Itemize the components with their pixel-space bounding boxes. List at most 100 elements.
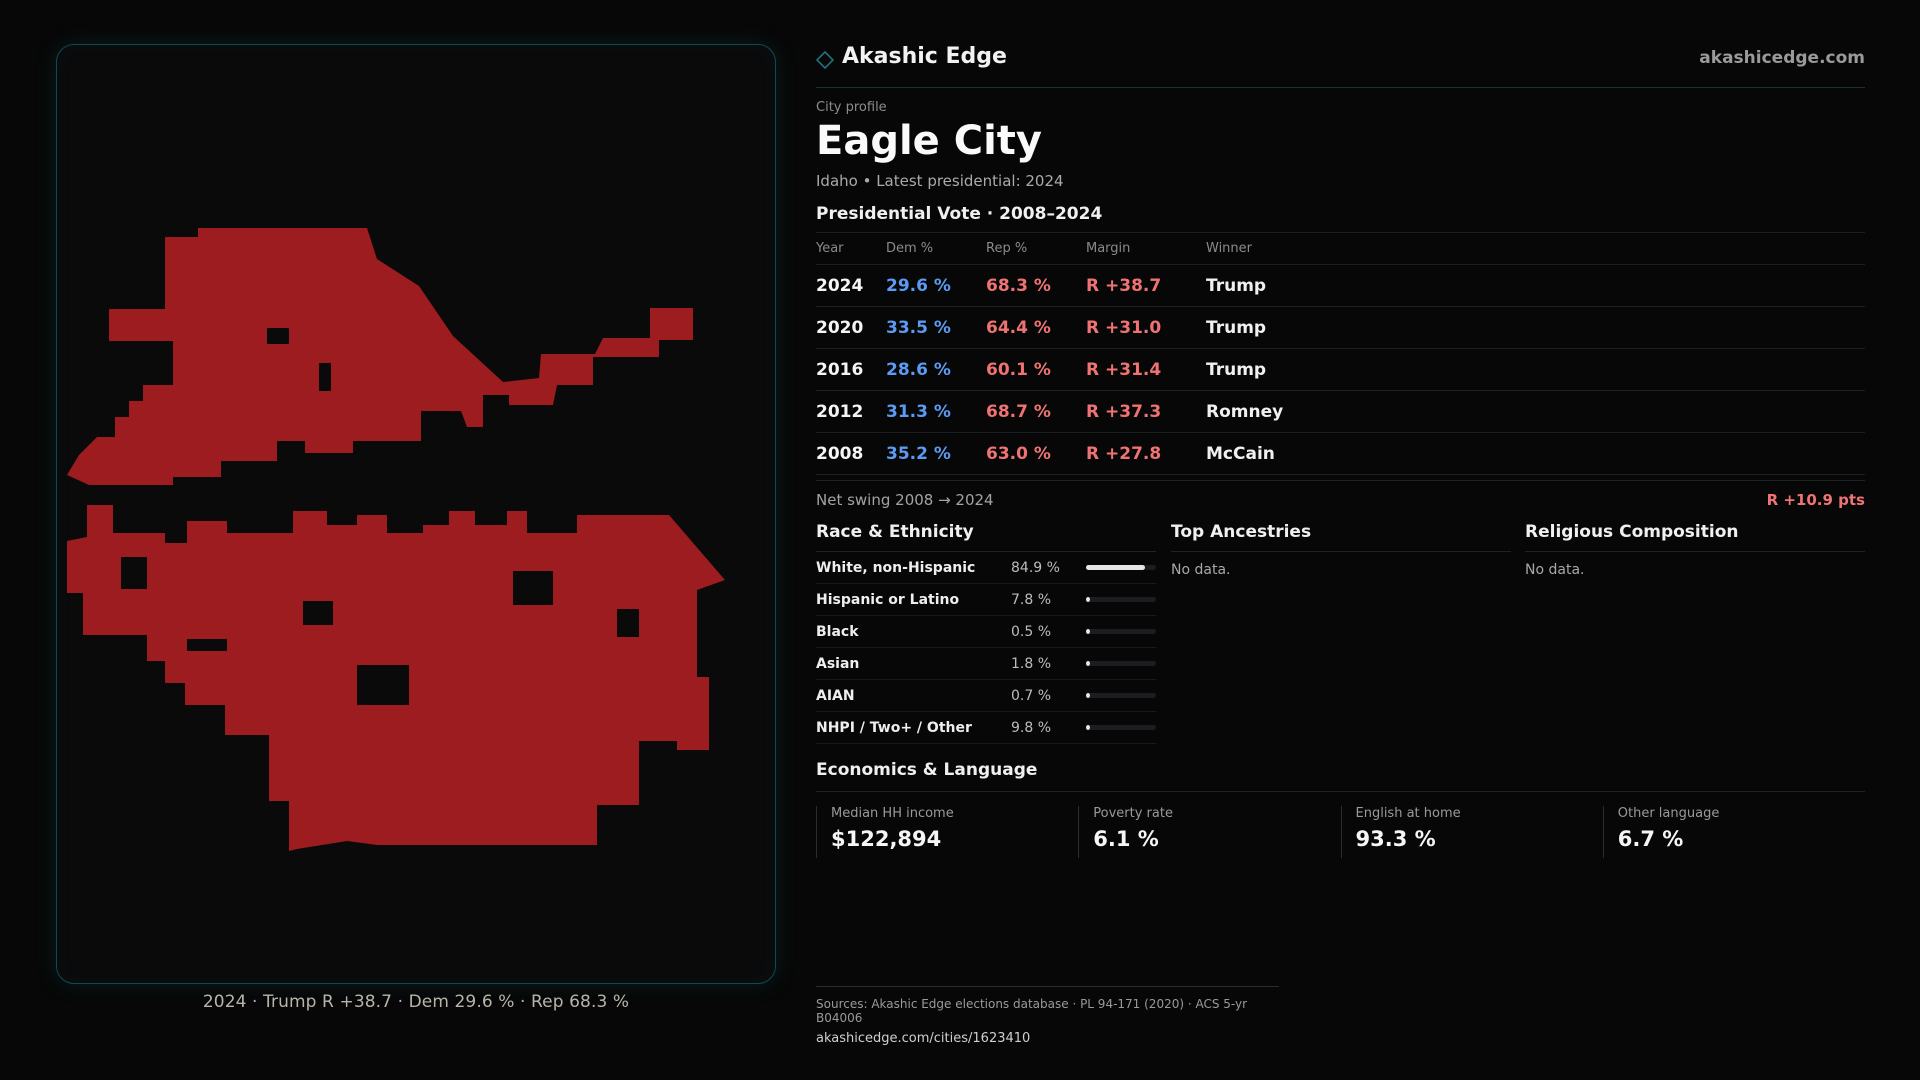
- source-url-link[interactable]: akashicedge.com/cities/1623410: [816, 1031, 1031, 1046]
- race-ethnicity-section: Race & Ethnicity White, non-Hispanic 84.…: [816, 520, 1156, 744]
- city-map-panel: [56, 44, 776, 984]
- race-bar-fill: [1086, 565, 1145, 570]
- diamond-logo-icon: [816, 50, 834, 69]
- sources-text: Sources: Akashic Edge elections database…: [816, 997, 1248, 1025]
- city-boundary-map: [67, 228, 725, 851]
- religious-composition-title: Religious Composition: [1525, 520, 1865, 552]
- dem-cell: 28.6 %: [886, 359, 951, 380]
- winner-cell: Trump: [1206, 317, 1267, 338]
- race-label: AIAN: [816, 687, 855, 704]
- religion-empty: No data.: [1525, 562, 1585, 578]
- dem-cell: 35.2 %: [886, 443, 951, 464]
- race-bar-fill: [1086, 693, 1090, 698]
- stat-label: Poverty rate: [1093, 806, 1173, 821]
- col-margin: Margin: [1086, 241, 1131, 256]
- table-row: 2024 29.6 % 68.3 % R +38.7 Trump: [816, 265, 1865, 307]
- margin-cell: R +31.4: [1086, 359, 1162, 380]
- stat-card: Median HH income $122,894: [816, 806, 1078, 858]
- list-item: Hispanic or Latino 7.8 %: [816, 584, 1156, 616]
- table-header: Year Dem % Rep % Margin Winner: [816, 233, 1865, 265]
- race-bar-fill: [1086, 629, 1090, 634]
- race-bar-fill: [1086, 661, 1090, 666]
- religious-composition-section: Religious Composition No data.: [1525, 520, 1865, 578]
- race-label: Black: [816, 623, 859, 640]
- stat-label: English at home: [1355, 806, 1461, 821]
- stat-label: Median HH income: [831, 806, 954, 821]
- ancestries-empty: No data.: [1171, 562, 1231, 578]
- year-cell: 2024: [816, 275, 864, 296]
- stat-value: 6.1 %: [1093, 827, 1159, 851]
- year-cell: 2008: [816, 443, 864, 464]
- race-value: 7.8 %: [1011, 591, 1052, 608]
- net-swing-label: Net swing 2008 → 2024: [816, 490, 994, 509]
- col-rep: Rep %: [986, 241, 1028, 256]
- rep-cell: 63.0 %: [986, 443, 1051, 464]
- race-value: 1.8 %: [1011, 655, 1052, 672]
- race-ethnicity-title: Race & Ethnicity: [816, 520, 1156, 552]
- sources-footer: Sources: Akashic Edge elections database…: [816, 986, 1279, 1046]
- race-label: NHPI / Two+ / Other: [816, 719, 972, 736]
- race-bar: [1086, 565, 1156, 570]
- presidential-vote-title: Presidential Vote · 2008–2024: [816, 204, 1103, 224]
- col-year: Year: [816, 241, 844, 256]
- list-item: Black 0.5 %: [816, 616, 1156, 648]
- net-swing: Net swing 2008 → 2024 R +10.9 pts: [816, 480, 1865, 518]
- rep-cell: 60.1 %: [986, 359, 1051, 380]
- list-item: White, non-Hispanic 84.9 %: [816, 552, 1156, 584]
- col-dem: Dem %: [886, 241, 934, 256]
- winner-cell: Trump: [1206, 359, 1267, 380]
- city-boundary-shape: [67, 228, 725, 851]
- top-ancestries-title: Top Ancestries: [1171, 520, 1511, 552]
- race-value: 0.7 %: [1011, 687, 1052, 704]
- race-value: 0.5 %: [1011, 623, 1052, 640]
- race-bar-fill: [1086, 725, 1090, 730]
- stat-value: $122,894: [831, 827, 942, 851]
- race-bar-fill: [1086, 597, 1090, 602]
- race-label: Asian: [816, 655, 860, 672]
- margin-cell: R +31.0: [1086, 317, 1162, 338]
- race-label: White, non-Hispanic: [816, 559, 976, 576]
- table-row: 2016 28.6 % 60.1 % R +31.4 Trump: [816, 349, 1865, 391]
- dem-cell: 33.5 %: [886, 317, 951, 338]
- stat-value: 93.3 %: [1355, 827, 1436, 851]
- stat-label: Other language: [1617, 806, 1720, 821]
- winner-cell: Trump: [1206, 275, 1267, 296]
- dem-cell: 29.6 %: [886, 275, 951, 296]
- margin-cell: R +37.3: [1086, 401, 1162, 422]
- presidential-vote-table: Year Dem % Rep % Margin Winner 2024 29.6…: [816, 232, 1865, 475]
- brand-site-link[interactable]: akashicedge.com: [1699, 48, 1865, 68]
- net-swing-value: R +10.9 pts: [1766, 490, 1865, 509]
- year-cell: 2020: [816, 317, 864, 338]
- race-bar: [1086, 661, 1156, 666]
- stat-card: English at home 93.3 %: [1340, 806, 1603, 858]
- brand[interactable]: Akashic Edge: [816, 44, 1007, 69]
- list-item: NHPI / Two+ / Other 9.8 %: [816, 712, 1156, 744]
- economics-language-title: Economics & Language: [816, 760, 1865, 792]
- year-cell: 2012: [816, 401, 864, 422]
- economics-cards: Median HH income $122,894 Poverty rate 6…: [816, 806, 1865, 858]
- profile-eyebrow: City profile: [816, 100, 887, 115]
- rep-cell: 64.4 %: [986, 317, 1051, 338]
- header: Akashic Edge akashicedge.com: [816, 44, 1865, 88]
- year-cell: 2016: [816, 359, 864, 380]
- top-ancestries-section: Top Ancestries No data.: [1171, 520, 1511, 578]
- list-item: AIAN 0.7 %: [816, 680, 1156, 712]
- winner-cell: McCain: [1206, 443, 1275, 464]
- map-caption: 2024 · Trump R +38.7 · Dem 29.6 % · Rep …: [202, 992, 630, 1012]
- rep-cell: 68.3 %: [986, 275, 1051, 296]
- dem-cell: 31.3 %: [886, 401, 951, 422]
- page-title: Eagle City: [816, 118, 1042, 164]
- table-row: 2008 35.2 % 63.0 % R +27.8 McCain: [816, 433, 1865, 475]
- race-bar: [1086, 725, 1156, 730]
- race-value: 84.9 %: [1011, 559, 1060, 576]
- race-list: White, non-Hispanic 84.9 % Hispanic or L…: [816, 552, 1156, 744]
- table-row: 2012 31.3 % 68.7 % R +37.3 Romney: [816, 391, 1865, 433]
- col-winner: Winner: [1206, 241, 1253, 256]
- margin-cell: R +27.8: [1086, 443, 1162, 464]
- race-value: 9.8 %: [1011, 719, 1052, 736]
- profile-subtitle: Idaho • Latest presidential: 2024: [816, 172, 1064, 190]
- table-row: 2020 33.5 % 64.4 % R +31.0 Trump: [816, 307, 1865, 349]
- stat-card: Poverty rate 6.1 %: [1078, 806, 1340, 858]
- race-bar: [1086, 693, 1156, 698]
- margin-cell: R +38.7: [1086, 275, 1162, 296]
